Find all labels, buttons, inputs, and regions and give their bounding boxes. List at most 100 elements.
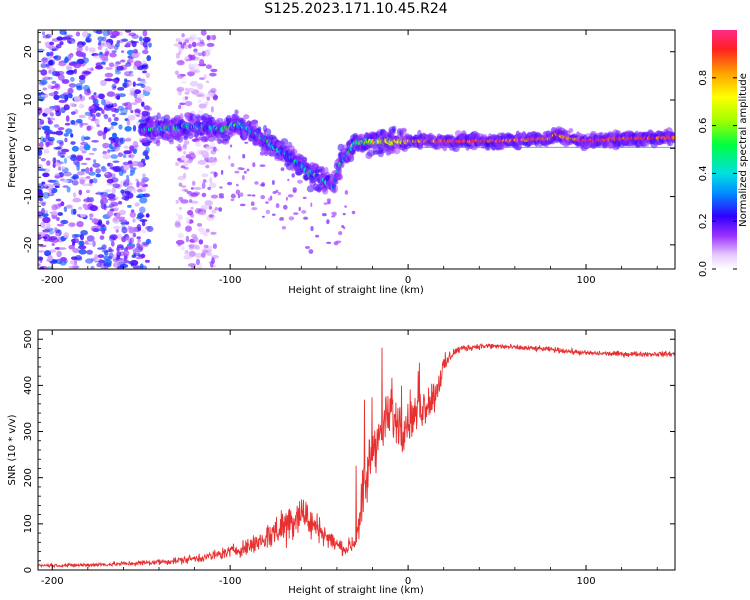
spectrogram-cell [40, 158, 46, 162]
spectrogram-cell [219, 186, 223, 189]
spectrogram-cell [117, 105, 124, 111]
spectrogram-cell [45, 133, 50, 140]
spectrogram-cell [209, 182, 217, 189]
spectrogram-cell [235, 189, 241, 195]
spectrogram-cell [127, 192, 134, 199]
spectrogram-cell [230, 193, 236, 199]
spectrogram-cell [193, 69, 201, 73]
spectrogram-cell [38, 125, 43, 129]
spectrogram-cell [107, 117, 112, 123]
spectrogram-cell [119, 209, 126, 216]
spectrogram-cell [211, 209, 217, 214]
spectrogram-cell [104, 78, 113, 82]
spectrogram-cell [68, 40, 72, 44]
spectrogram-cell [205, 164, 210, 169]
spectrogram-cell [99, 235, 105, 240]
spectrogram-cell [112, 262, 120, 268]
spectrogram-cell [148, 42, 152, 48]
spectrogram-cell [183, 44, 190, 49]
spectrogram-cell [144, 156, 150, 160]
spectrogram-cell [59, 247, 67, 250]
spectrogram-cell [47, 59, 56, 66]
spectrogram-cell [204, 49, 211, 57]
spectrogram-cell [62, 180, 69, 183]
spectrogram-cell [47, 255, 53, 262]
snr-y-tick-label: 300 [23, 422, 34, 441]
spectrogram-cell [200, 252, 206, 258]
spectrogram-cell [89, 213, 94, 218]
spectrogram-cell [332, 213, 337, 216]
spectrogram-cell [43, 238, 51, 242]
spectrogram-cell [73, 175, 79, 179]
spectrogram-cell [304, 246, 311, 249]
spectrogram-cell [243, 114, 250, 120]
snr-x-tick-label: -100 [219, 576, 242, 587]
spectrogram-cell [134, 108, 142, 114]
spectrogram-cell [197, 109, 204, 116]
spectrogram-cell [118, 201, 123, 205]
spectrogram-cell [111, 187, 116, 195]
spectrogram-cell [78, 206, 83, 210]
spectrogram-cell [95, 112, 101, 117]
spectrogram-cell [344, 190, 349, 195]
spectrogram-cell [104, 172, 109, 176]
spectrogram-cell [110, 107, 116, 113]
spectrogram-cell [123, 150, 132, 155]
spectrogram-cell [177, 135, 184, 143]
spectrogram-cell [115, 229, 120, 233]
spectrogram-y-tick-label: -10 [23, 188, 34, 204]
spectrogram-cell [121, 82, 130, 89]
spectrogram-cell [184, 39, 189, 44]
spectrogram-cell [302, 196, 307, 200]
spectrogram-cell [84, 45, 89, 52]
spectrogram-cell [178, 196, 184, 201]
spectrogram-cell [178, 207, 183, 210]
spectrogram-cell [94, 118, 100, 125]
spectrogram-cell [133, 92, 138, 99]
spectrogram-cell [81, 41, 86, 46]
spectrogram-cell [114, 196, 119, 200]
spectrogram-cell [64, 122, 71, 126]
spectrogram-cell [137, 212, 144, 219]
spectrogram-cell [169, 140, 174, 145]
spectrogram-cell [74, 258, 78, 265]
spectrogram-cell [71, 145, 79, 152]
spectrogram-cell [180, 246, 186, 251]
spectrogram-cell [185, 250, 189, 254]
spectrogram-cell [39, 221, 46, 228]
spectrogram-cell [105, 67, 113, 70]
spectrogram-cell [144, 226, 151, 230]
spectrogram-cell [109, 235, 115, 242]
spectrogram-cell [55, 146, 62, 150]
spectrogram-cell [115, 70, 121, 75]
spectrogram-cell [91, 140, 99, 143]
spectrogram-cell [89, 105, 96, 110]
spectrogram-cell [134, 112, 139, 116]
spectrogram-cell [78, 114, 86, 119]
spectrogram-cell [57, 74, 65, 81]
spectrogram-cell [89, 217, 93, 220]
spectrogram-cell [51, 210, 58, 216]
spectrogram-cell [220, 169, 224, 175]
spectrogram-cell [40, 79, 48, 85]
spectrogram-cell [146, 55, 151, 62]
spectrogram-cell [263, 128, 272, 136]
spectrogram-cell [197, 227, 205, 233]
spectrogram-cell [72, 180, 79, 186]
spectrogram-y-tick-label: -20 [23, 237, 34, 253]
spectrogram-cell [67, 87, 74, 94]
snr-y-tick-label: 0 [23, 567, 34, 573]
spectrogram-cell [58, 99, 67, 103]
spectrogram-cell [68, 222, 76, 228]
spectrogram-cell [48, 236, 58, 241]
spectrogram-cell [129, 88, 136, 93]
spectrogram-cell [118, 219, 127, 223]
spectrogram-cell [127, 204, 132, 208]
spectrogram-cell [63, 133, 69, 137]
spectrogram-cell [129, 145, 135, 152]
spectrogram-cell [41, 125, 51, 131]
spectrogram-cell [55, 130, 64, 136]
spectrogram-cell [40, 136, 45, 143]
spectrogram-cell [38, 141, 44, 148]
spectrogram-cell [78, 240, 83, 246]
